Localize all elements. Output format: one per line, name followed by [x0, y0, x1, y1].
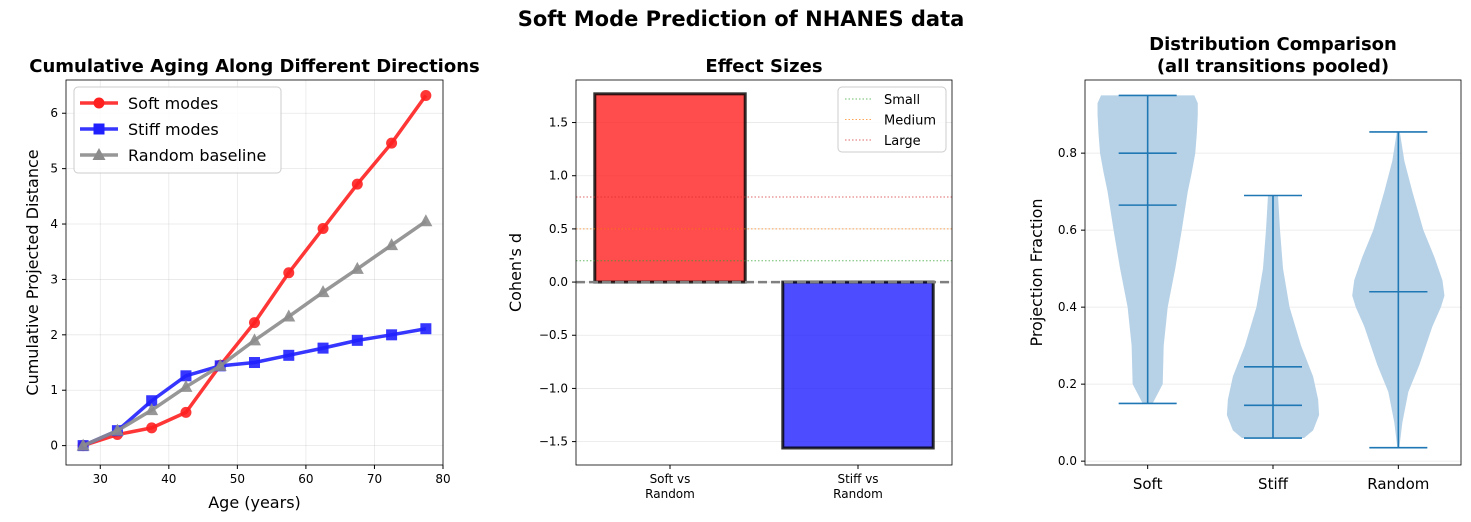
distribution-violin-chart: Soft Stiff Random 0.0 0.2 0.4 0.6 0.8 Distributi… — [1027, 34, 1462, 493]
legend-marker — [93, 97, 105, 109]
x-tick-label: 70 — [367, 472, 382, 486]
y-tick-label: 0.6 — [1058, 223, 1077, 237]
data-point — [213, 358, 227, 371]
legend-box — [73, 86, 282, 174]
x-tick-label: Random — [1367, 475, 1429, 493]
data-point — [283, 349, 295, 361]
effect-sizes-bar-chart: −1.5 −1.0 −0.5 0.0 0.5 1.0 1.5 Soft vs Random Sti… — [506, 56, 953, 501]
data-point — [180, 370, 192, 382]
legend-marker — [92, 148, 106, 160]
data-point — [386, 137, 398, 149]
y-tick-label: 4 — [50, 217, 58, 231]
y-tick-label: −0.5 — [539, 328, 568, 342]
data-point — [351, 334, 363, 346]
y-axis-label: Cohen's d — [506, 233, 525, 312]
data-point — [248, 333, 261, 346]
data-point — [282, 309, 296, 322]
data-point — [146, 395, 158, 407]
legend-label: Small — [884, 93, 920, 108]
plot-frame — [575, 79, 953, 466]
x-tick-label: 50 — [230, 472, 245, 486]
data-point — [249, 317, 260, 329]
data-point — [179, 379, 193, 392]
legend-label: Stiff modes — [128, 120, 219, 139]
legend-marker — [93, 123, 105, 135]
data-point — [350, 261, 364, 274]
x-tick-label: 80 — [435, 472, 450, 486]
bar — [593, 92, 747, 284]
y-tick-label: 2 — [50, 328, 58, 342]
y-tick-label: 5 — [50, 162, 58, 176]
legend-label: Random baseline — [128, 146, 266, 165]
data-point — [180, 406, 192, 418]
data-point — [386, 329, 398, 341]
y-axis-label: Cumulative Projected Distance — [23, 149, 42, 395]
y-tick-label: 6 — [50, 106, 58, 120]
y-axis-label: Projection Fraction — [1027, 198, 1046, 346]
data-point — [385, 238, 399, 251]
figure-suptitle: Soft Mode Prediction of NHANES data — [518, 7, 965, 31]
x-tick-label: 60 — [298, 472, 313, 486]
data-point — [249, 357, 260, 369]
y-tick-label: 0.0 — [549, 275, 568, 289]
x-tick-label: 40 — [161, 472, 176, 486]
legend: Small Medium Large — [837, 86, 947, 153]
legend-label: Medium — [884, 114, 936, 129]
y-tick-label: 3 — [50, 272, 58, 286]
data-point — [420, 90, 432, 102]
x-tick-label: Soft — [1133, 475, 1163, 493]
panel-title: Distribution Comparison (all transitions … — [1149, 34, 1397, 77]
panel-title: Effect Sizes — [705, 56, 822, 77]
plot-frame — [1084, 79, 1462, 466]
data-point — [76, 438, 90, 451]
legend-label: Soft modes — [128, 94, 218, 113]
y-tick-label: 1 — [50, 383, 58, 397]
data-point — [351, 178, 363, 190]
x-tick-label: 30 — [93, 472, 108, 486]
legend-label: Large — [884, 134, 921, 149]
data-point — [317, 342, 329, 354]
data-point — [316, 285, 330, 298]
x-tick-label: Stiff vs Random — [833, 472, 883, 501]
y-tick-label: 0 — [50, 439, 58, 453]
data-point — [419, 214, 433, 227]
y-tick-label: 1.5 — [549, 116, 568, 130]
x-tick-label: Stiff — [1258, 475, 1289, 493]
data-point — [420, 323, 432, 335]
panel-title: Cumulative Aging Along Different Directi… — [29, 56, 479, 77]
data-point — [283, 267, 295, 279]
y-tick-label: 0.4 — [1058, 300, 1077, 314]
cumulative-aging-line-chart: 30 40 50 60 70 80 0 1 2 3 4 5 6 Cumulative Aging Alon… — [23, 56, 480, 512]
legend: Soft modes Stiff modes Random baseline — [73, 86, 282, 174]
data-point — [146, 422, 158, 434]
y-tick-label: 0.2 — [1058, 377, 1077, 391]
plot-frame — [65, 79, 444, 466]
data-point — [317, 222, 329, 234]
bar — [781, 280, 935, 450]
x-axis-label: Age (years) — [208, 493, 301, 512]
y-tick-label: 0.0 — [1058, 454, 1077, 468]
y-tick-label: 0.5 — [549, 222, 568, 236]
y-tick-label: 0.8 — [1058, 146, 1077, 160]
legend-box — [837, 86, 947, 153]
data-point — [145, 403, 159, 416]
x-tick-label: Soft vs Random — [645, 472, 695, 501]
y-tick-label: −1.5 — [539, 435, 568, 449]
y-tick-label: 1.0 — [549, 169, 568, 183]
y-tick-label: −1.0 — [539, 381, 568, 395]
data-point — [110, 423, 124, 436]
